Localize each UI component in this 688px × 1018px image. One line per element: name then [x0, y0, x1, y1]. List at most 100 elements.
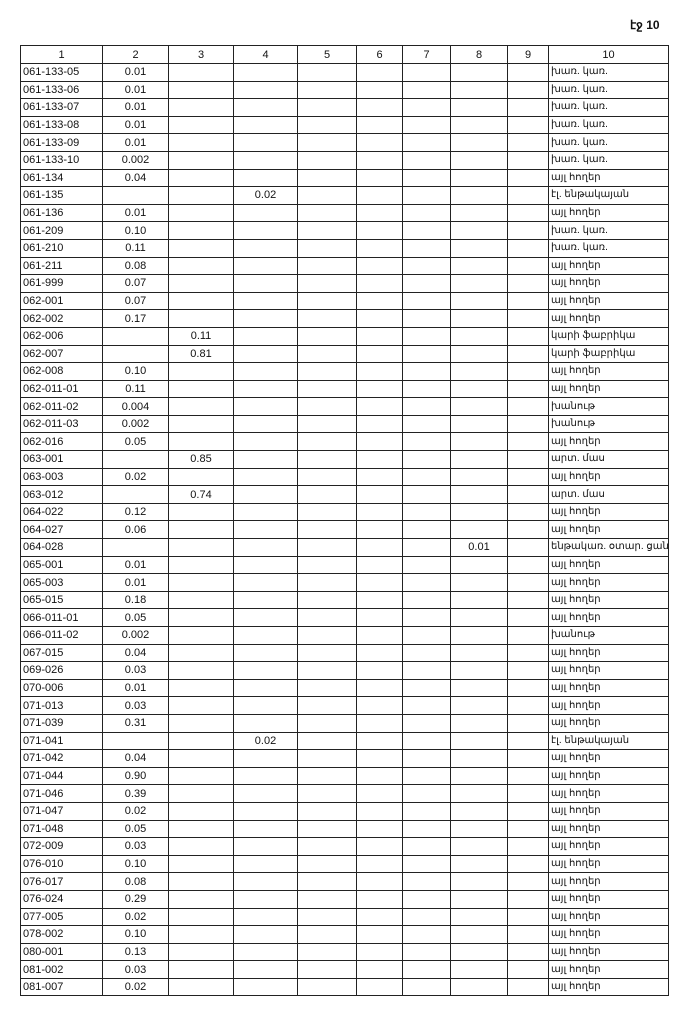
table-row: 061-133-10 0.002 խառ. կառ.	[20, 150, 669, 170]
table-cell: այլ հողեր	[548, 362, 669, 381]
table-cell: 078-002	[20, 925, 103, 944]
table-cell	[297, 555, 357, 575]
table-cell	[233, 397, 298, 416]
table-cell: 062-007	[20, 344, 103, 364]
table-cell	[450, 643, 508, 663]
table-row: 065-003 0.01 այլ հողեր	[20, 573, 669, 592]
table-cell	[402, 590, 451, 610]
table-row: 076-024 0.29 այլ հողեր	[20, 889, 669, 909]
table-cell	[233, 837, 298, 856]
table-cell: 0.12	[102, 502, 169, 522]
table-cell	[356, 573, 403, 592]
table-cell: 0.02	[102, 467, 169, 487]
table-cell	[233, 485, 298, 504]
table-cell	[297, 801, 357, 821]
table-cell	[233, 520, 298, 540]
table-cell	[402, 977, 451, 997]
table-cell	[168, 256, 234, 276]
table-cell	[297, 379, 357, 399]
table-cell: այլ հողեր	[548, 502, 669, 522]
column-header: 8	[450, 45, 508, 64]
table-cell	[233, 80, 298, 100]
table-cell	[297, 344, 357, 364]
table-row: 061-209 0.10 խառ. կառ.	[20, 221, 669, 240]
table-cell	[297, 450, 357, 469]
table-cell	[450, 274, 508, 293]
table-cell: էլ. ենթակայան	[548, 186, 669, 205]
table-cell	[507, 150, 549, 170]
table-cell: խառ. կառ.	[548, 115, 669, 135]
table-cell	[233, 326, 298, 346]
table-cell	[450, 977, 508, 997]
table-cell: 0.04	[102, 643, 169, 663]
table-cell: 0.002	[102, 150, 169, 170]
table-cell: խանութ	[548, 626, 669, 645]
table-cell	[356, 696, 403, 715]
table-cell	[507, 379, 549, 399]
table-cell	[356, 766, 403, 786]
table-cell: 062-011-01	[20, 379, 103, 399]
table-cell	[402, 573, 451, 592]
table-cell	[168, 238, 234, 258]
table-cell	[402, 221, 451, 240]
table-cell	[450, 98, 508, 117]
table-cell: 0.10	[102, 362, 169, 381]
table-cell	[402, 256, 451, 276]
table-row: 063-012 0.74 արտ. մաս	[20, 485, 669, 504]
table-cell: 0.02	[102, 977, 169, 997]
table-cell	[402, 344, 451, 364]
table-cell	[402, 925, 451, 944]
table-cell	[168, 960, 234, 979]
table-cell: 065-015	[20, 590, 103, 610]
table-cell: 0.07	[102, 274, 169, 293]
table-cell	[507, 186, 549, 205]
table-cell: այլ հողեր	[548, 977, 669, 997]
table-row: 062-016 0.05 այլ հողեր	[20, 432, 669, 452]
table-cell	[297, 362, 357, 381]
table-cell: խառ. կառ.	[548, 221, 669, 240]
table-cell	[168, 977, 234, 997]
table-cell	[356, 626, 403, 645]
table-cell	[233, 801, 298, 821]
table-cell: 064-027	[20, 520, 103, 540]
table-cell: 062-008	[20, 362, 103, 381]
table-cell	[233, 608, 298, 627]
table-cell	[450, 432, 508, 452]
table-cell: 071-013	[20, 696, 103, 715]
table-cell	[168, 590, 234, 610]
table-cell	[168, 291, 234, 311]
table-cell: այլ հողեր	[548, 837, 669, 856]
table-cell	[450, 854, 508, 874]
table-cell	[450, 766, 508, 786]
table-cell: 071-047	[20, 801, 103, 821]
table-cell	[402, 168, 451, 188]
table-cell	[233, 590, 298, 610]
table-row: 067-015 0.04 այլ հողեր	[20, 643, 669, 663]
table-cell: 061-134	[20, 168, 103, 188]
table-row: 061-136 0.01 այլ հողեր	[20, 203, 669, 223]
table-cell	[450, 344, 508, 364]
table-cell	[507, 766, 549, 786]
table-cell	[507, 274, 549, 293]
table-cell	[297, 590, 357, 610]
table-cell	[507, 520, 549, 540]
table-cell: 061-211	[20, 256, 103, 276]
table-row: 062-002 0.17 այլ հողեր	[20, 309, 669, 328]
table-row: 081-007 0.02 այլ հողեր	[20, 977, 669, 997]
table-cell	[102, 731, 169, 751]
table-cell	[402, 749, 451, 768]
table-row: 069-026 0.03 այլ հողեր	[20, 661, 669, 680]
table-cell: 071-044	[20, 766, 103, 786]
table-cell: այլ հողեր	[548, 784, 669, 803]
table-cell: այլ հողեր	[548, 203, 669, 223]
table-cell	[450, 942, 508, 962]
table-cell	[168, 801, 234, 821]
table-cell	[297, 256, 357, 276]
table-cell: 081-007	[20, 977, 103, 997]
table-cell: 061-135	[20, 186, 103, 205]
table-cell	[402, 115, 451, 135]
table-cell	[297, 168, 357, 188]
table-row: 071-041 0.02 էլ. ենթակայան	[20, 731, 669, 751]
table-cell	[507, 678, 549, 698]
table-cell	[356, 889, 403, 909]
